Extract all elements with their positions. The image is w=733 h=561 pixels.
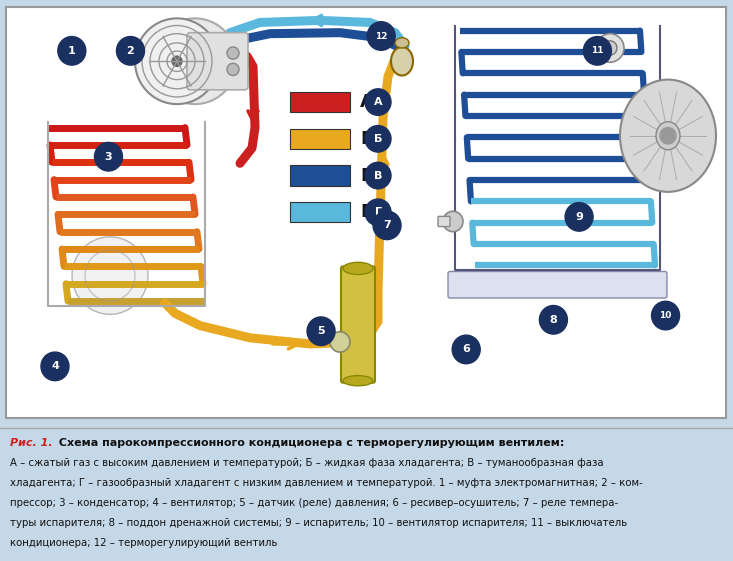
Text: А: А (360, 93, 374, 111)
Ellipse shape (620, 80, 716, 192)
FancyBboxPatch shape (341, 266, 375, 383)
Circle shape (365, 126, 391, 152)
Text: Схема парокомпрессионного кондиционера с терморегулирующим вентилем:: Схема парокомпрессионного кондиционера с… (55, 438, 564, 448)
Circle shape (652, 301, 679, 330)
Text: 3: 3 (105, 151, 112, 162)
FancyBboxPatch shape (290, 92, 350, 112)
Text: 7: 7 (383, 220, 391, 231)
Ellipse shape (343, 263, 373, 274)
Circle shape (373, 211, 401, 240)
Circle shape (603, 41, 617, 55)
Text: туры испарителя; 8 – поддон дренажной системы; 9 – испаритель; 10 – вентилятор и: туры испарителя; 8 – поддон дренажной си… (10, 518, 627, 528)
Text: Б: Б (374, 134, 382, 144)
Circle shape (596, 34, 624, 62)
Text: 1: 1 (68, 46, 75, 56)
Circle shape (153, 19, 237, 104)
Circle shape (72, 237, 148, 314)
Text: 9: 9 (575, 212, 583, 222)
Text: 6: 6 (463, 344, 470, 355)
Text: Б: Б (360, 130, 374, 148)
Text: А: А (374, 97, 383, 107)
FancyBboxPatch shape (6, 7, 726, 419)
Circle shape (330, 332, 350, 352)
Text: 4: 4 (51, 361, 59, 371)
Circle shape (367, 22, 395, 50)
Circle shape (307, 317, 335, 346)
Ellipse shape (343, 375, 373, 386)
Text: 8: 8 (550, 315, 557, 325)
FancyBboxPatch shape (187, 33, 248, 90)
Text: Рис. 1.: Рис. 1. (10, 438, 53, 448)
Text: В: В (360, 167, 374, 185)
Circle shape (227, 63, 239, 76)
Circle shape (135, 19, 219, 104)
Circle shape (660, 127, 676, 144)
Circle shape (95, 142, 122, 171)
Circle shape (365, 199, 391, 226)
Circle shape (117, 36, 144, 65)
Text: В: В (374, 171, 382, 181)
Text: 12: 12 (375, 31, 388, 40)
Text: 10: 10 (660, 311, 671, 320)
Circle shape (227, 47, 239, 59)
Circle shape (58, 36, 86, 65)
Text: кондиционера; 12 – терморегулирующий вентиль: кондиционера; 12 – терморегулирующий вен… (10, 539, 277, 548)
Circle shape (41, 352, 69, 381)
Circle shape (539, 306, 567, 334)
Text: А – сжатый газ с высоким давлением и температурой; Б – жидкая фаза хладагента; В: А – сжатый газ с высоким давлением и тем… (10, 458, 603, 468)
Text: 5: 5 (317, 326, 325, 336)
Ellipse shape (395, 38, 409, 48)
Text: 2: 2 (127, 46, 134, 56)
Ellipse shape (656, 122, 680, 150)
Circle shape (172, 56, 182, 66)
FancyBboxPatch shape (448, 272, 667, 298)
Text: Г: Г (360, 203, 372, 221)
Circle shape (365, 162, 391, 189)
Circle shape (452, 335, 480, 364)
Text: Г: Г (375, 207, 381, 217)
Circle shape (583, 36, 611, 65)
FancyBboxPatch shape (438, 217, 450, 227)
FancyBboxPatch shape (290, 165, 350, 186)
Circle shape (365, 89, 391, 116)
Circle shape (565, 203, 593, 231)
Text: 11: 11 (591, 47, 604, 56)
Ellipse shape (391, 47, 413, 76)
FancyBboxPatch shape (290, 202, 350, 223)
Circle shape (443, 211, 463, 232)
Text: хладагента; Г – газообразный хладагент с низким давлением и температурой. 1 – му: хладагента; Г – газообразный хладагент с… (10, 479, 643, 488)
Text: прессор; 3 – конденсатор; 4 – вентилятор; 5 – датчик (реле) давления; 6 – ресиве: прессор; 3 – конденсатор; 4 – вентилятор… (10, 498, 618, 508)
FancyBboxPatch shape (290, 128, 350, 149)
